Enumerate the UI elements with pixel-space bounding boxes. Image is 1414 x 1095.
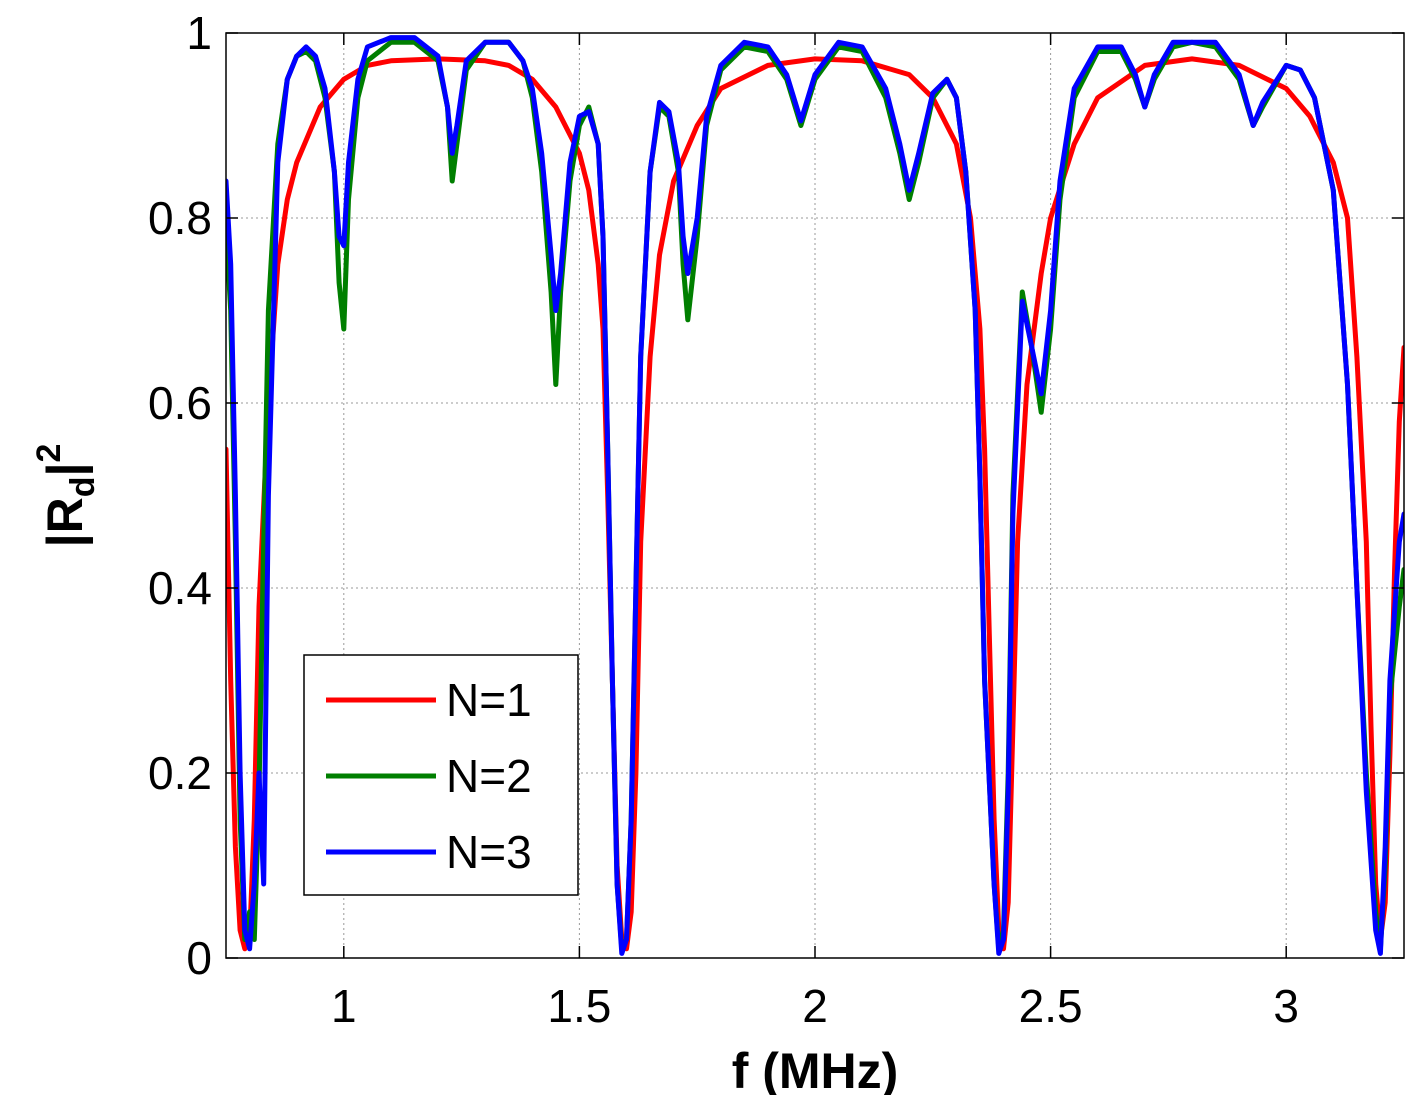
y-tick-label: 0.4	[148, 562, 212, 614]
y-axis-label-superscript: 2	[30, 444, 68, 463]
y-tick-labels: 0 0.2 0.4 0.6 0.8 1	[148, 7, 212, 984]
tick-marks	[226, 32, 1404, 959]
y-tick-label: 0	[186, 932, 212, 984]
legend-label-2: N=2	[446, 750, 532, 802]
y-tick-label: 1	[186, 7, 212, 59]
x-axis-label: f (MHz)	[732, 1043, 899, 1095]
legend-entries: N=1 N=2 N=3	[326, 674, 532, 878]
legend: N=1 N=2 N=3	[303, 654, 579, 896]
y-axis-label-text: |Rd|2	[30, 444, 102, 548]
x-tick-label: 2.5	[1019, 980, 1083, 1032]
legend-label-3: N=3	[446, 826, 532, 878]
y-axis-label: |Rd|2	[30, 444, 102, 548]
series-line-1	[226, 56, 1404, 952]
x-tick-label: 1.5	[547, 980, 611, 1032]
y-tick-label: 0.2	[148, 747, 212, 799]
x-tick-labels: 1 1.5 2 2.5 3	[331, 980, 1299, 1032]
series-line-3	[226, 35, 1404, 956]
x-tick-label: 1	[331, 980, 357, 1032]
series-layer	[226, 35, 1404, 956]
y-axis-label-main: |R	[37, 497, 94, 547]
y-axis-label-tail: |	[37, 463, 94, 477]
y-tick-label: 0.8	[148, 192, 212, 244]
y-tick-label: 0.6	[148, 377, 212, 429]
x-tick-label: 2	[802, 980, 828, 1032]
x-tick-label: 3	[1273, 980, 1299, 1032]
legend-label-1: N=1	[446, 674, 532, 726]
y-axis-label-subscript: d	[64, 477, 102, 498]
